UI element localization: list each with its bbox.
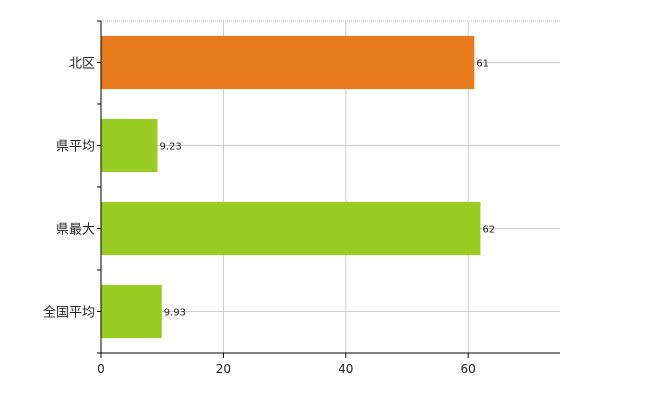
category-label: 北区 bbox=[69, 57, 95, 72]
axis-layer bbox=[97, 20, 560, 358]
bar bbox=[101, 201, 481, 256]
data-label: 9.93 bbox=[164, 308, 186, 319]
bar bbox=[101, 35, 475, 90]
x-tick-label: 0 bbox=[97, 362, 105, 376]
category-label: 全国平均 bbox=[43, 305, 95, 321]
bar bbox=[101, 284, 162, 339]
x-tick-label: 20 bbox=[216, 362, 231, 376]
bar-layer bbox=[101, 35, 481, 339]
bar bbox=[101, 118, 158, 173]
data-label: 9.23 bbox=[159, 142, 181, 153]
data-label: 62 bbox=[482, 225, 495, 236]
category-label: 県最大 bbox=[56, 223, 95, 238]
x-tick-label: 40 bbox=[338, 362, 353, 376]
data-label: 61 bbox=[476, 59, 489, 70]
category-label: 県平均 bbox=[56, 140, 95, 155]
x-tick-label: 60 bbox=[461, 362, 476, 376]
